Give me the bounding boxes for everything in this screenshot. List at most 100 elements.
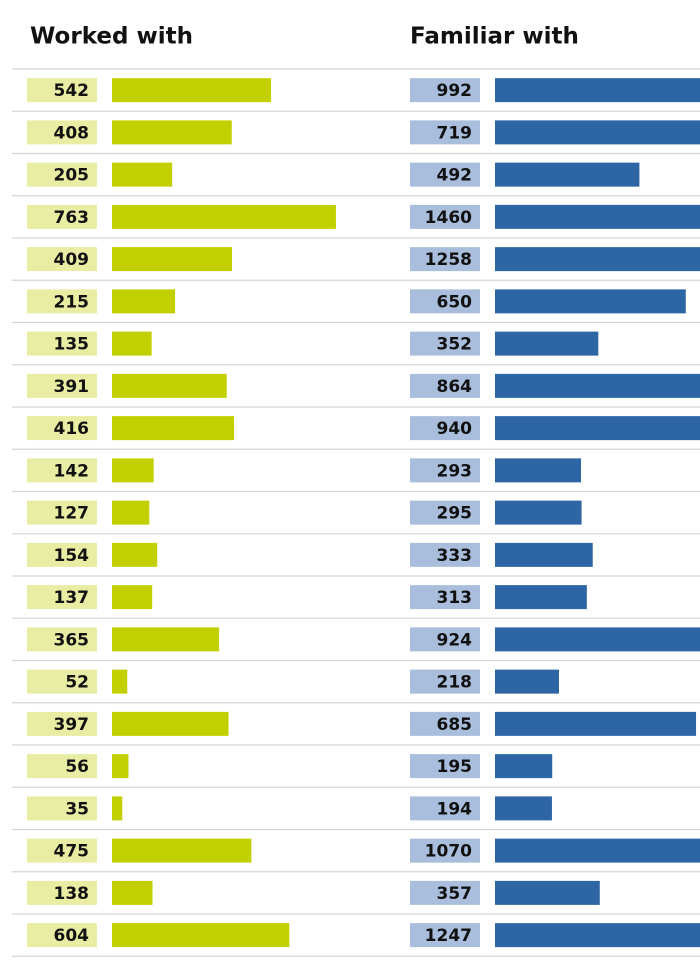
value-label-box xyxy=(27,627,97,652)
value-label: 205 xyxy=(54,166,90,186)
value-label: 542 xyxy=(54,81,90,101)
value-label-box xyxy=(410,373,480,398)
value-label: 397 xyxy=(54,715,90,735)
bar xyxy=(112,880,153,905)
panel-title: Familiar with xyxy=(410,24,579,50)
value-label-box xyxy=(27,458,97,483)
value-label-box xyxy=(410,120,480,145)
bar xyxy=(112,627,220,652)
bar xyxy=(495,923,700,948)
bar xyxy=(112,120,232,145)
value-label-box xyxy=(410,754,480,779)
value-label-box xyxy=(27,204,97,229)
value-label: 408 xyxy=(54,123,90,143)
value-label-box xyxy=(410,162,480,187)
value-label-box xyxy=(410,585,480,610)
value-label: 135 xyxy=(54,335,90,355)
bar xyxy=(112,373,227,398)
bar xyxy=(495,204,700,229)
value-label-box xyxy=(27,162,97,187)
value-label: 416 xyxy=(54,419,90,439)
value-label-box xyxy=(410,78,480,103)
bar xyxy=(112,838,252,863)
value-label: 1460 xyxy=(425,208,472,228)
value-label-box xyxy=(410,711,480,736)
bar xyxy=(112,754,129,779)
bar xyxy=(495,585,587,610)
bar xyxy=(112,711,229,736)
value-label-box xyxy=(410,880,480,905)
value-label-box xyxy=(410,247,480,272)
value-label-box xyxy=(27,373,97,398)
bar xyxy=(495,78,700,103)
value-label-box xyxy=(410,627,480,652)
value-label: 333 xyxy=(437,546,473,566)
value-label-box xyxy=(410,542,480,567)
value-label-box xyxy=(27,120,97,145)
bar xyxy=(495,627,700,652)
value-label-box xyxy=(410,669,480,694)
value-label: 195 xyxy=(437,757,473,777)
value-label: 295 xyxy=(437,504,473,524)
value-label-box xyxy=(27,923,97,948)
value-label-box xyxy=(410,331,480,356)
value-label-box xyxy=(27,500,97,525)
bar xyxy=(112,247,233,272)
bar xyxy=(495,880,600,905)
bar xyxy=(112,500,150,525)
value-label-box xyxy=(27,78,97,103)
value-label: 940 xyxy=(437,419,473,439)
value-label: 357 xyxy=(437,884,473,904)
bar xyxy=(112,331,152,356)
bar xyxy=(112,669,128,694)
value-label: 864 xyxy=(437,377,473,397)
value-label: 924 xyxy=(437,630,473,650)
value-label-box xyxy=(27,796,97,821)
value-label: 218 xyxy=(437,673,473,693)
value-label: 650 xyxy=(437,292,473,312)
value-label: 35 xyxy=(65,799,89,819)
bar xyxy=(112,923,290,948)
value-label: 763 xyxy=(54,208,90,228)
value-label-box xyxy=(27,585,97,610)
value-label: 142 xyxy=(54,461,90,481)
bar xyxy=(495,331,599,356)
value-label-box xyxy=(410,458,480,483)
value-label: 293 xyxy=(437,461,473,481)
value-label: 138 xyxy=(54,884,90,904)
value-label: 127 xyxy=(54,504,90,524)
bar xyxy=(495,542,593,567)
value-label-box xyxy=(27,669,97,694)
value-label-box xyxy=(27,416,97,441)
value-label-box xyxy=(27,247,97,272)
value-label-box xyxy=(27,289,97,314)
bar xyxy=(495,500,582,525)
bar xyxy=(112,78,272,103)
value-label: 719 xyxy=(437,123,473,143)
value-label: 154 xyxy=(54,546,90,566)
bar xyxy=(112,416,235,441)
bar xyxy=(495,162,640,187)
value-label-box xyxy=(410,796,480,821)
value-label: 1258 xyxy=(425,250,472,270)
value-label: 492 xyxy=(437,166,473,186)
value-label-box xyxy=(27,880,97,905)
value-label: 475 xyxy=(54,842,90,862)
bar xyxy=(495,289,686,314)
bar xyxy=(495,416,700,441)
bar xyxy=(495,669,559,694)
panel-title: Worked with xyxy=(30,24,193,50)
bar xyxy=(112,289,176,314)
value-label-box xyxy=(27,711,97,736)
bar xyxy=(495,373,700,398)
value-label: 52 xyxy=(65,673,89,693)
bar xyxy=(112,458,154,483)
value-label: 409 xyxy=(54,250,90,270)
value-label: 1247 xyxy=(425,926,472,946)
value-label-box xyxy=(410,838,480,863)
value-label: 365 xyxy=(54,630,90,650)
bar xyxy=(112,585,153,610)
bar xyxy=(495,754,553,779)
